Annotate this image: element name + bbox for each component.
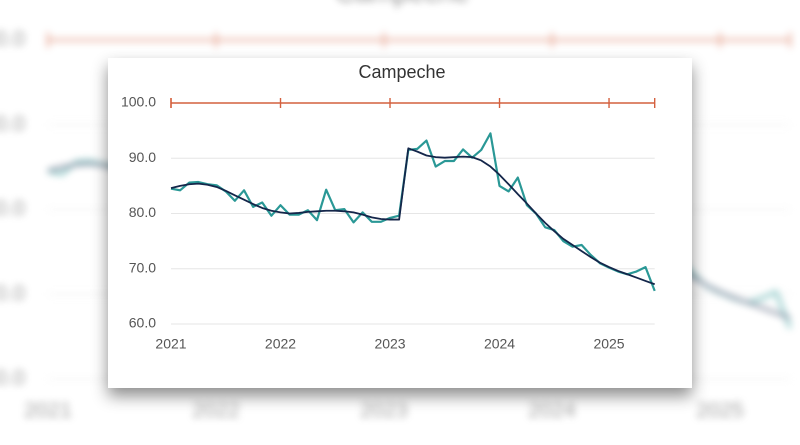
y-tick-label: 70.0 [129, 259, 156, 275]
x-tick-label: 2024 [528, 398, 576, 422]
y-tick-label: 80.0 [129, 204, 156, 220]
y-tick-label: 60.0 [129, 315, 156, 331]
x-tick-label: 2024 [484, 336, 515, 352]
x-tick-label: 2023 [374, 336, 405, 352]
card [108, 58, 692, 388]
x-tick-label: 2025 [593, 336, 624, 352]
x-tick-label: 2025 [696, 398, 744, 422]
y-tick-label: 60.0 [0, 366, 25, 390]
chart-title: Campeche [336, 0, 470, 7]
y-tick-label: 90.0 [0, 111, 25, 135]
y-tick-label: 100.0 [121, 94, 156, 110]
y-tick-label: 100.0 [0, 27, 25, 51]
x-tick-label: 2022 [192, 398, 240, 422]
y-tick-label: 70.0 [0, 281, 25, 305]
x-tick-label: 2022 [265, 336, 296, 352]
series-line [170, 147, 656, 286]
y-tick-label: 90.0 [129, 149, 156, 165]
x-tick-label: 2021 [24, 398, 72, 422]
chart: Campeche 60.0 70.0 80.0 90.0 100.0 2021 2022 202… [121, 62, 656, 352]
x-tick-label: 2023 [360, 398, 408, 422]
y-tick-label: 80.0 [0, 196, 25, 220]
chart-title: Campeche [358, 62, 445, 82]
x-tick-label: 2021 [155, 336, 186, 352]
